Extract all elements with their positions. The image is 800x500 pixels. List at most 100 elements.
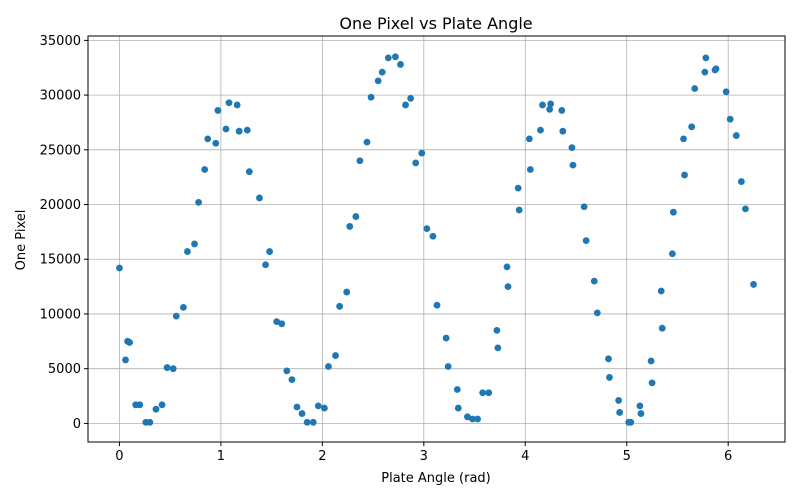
data-point — [558, 107, 566, 114]
data-point — [184, 248, 191, 255]
data-point — [606, 374, 613, 381]
data-point — [537, 126, 544, 134]
data-point — [214, 107, 222, 114]
data-point — [636, 402, 644, 410]
data-point — [256, 194, 263, 202]
y-tick-label: 30000 — [40, 89, 81, 104]
data-point — [293, 403, 301, 411]
data-point — [367, 93, 375, 101]
data-point — [494, 344, 502, 352]
data-point — [303, 418, 311, 426]
data-point — [737, 178, 745, 185]
data-point — [515, 206, 523, 214]
data-point — [627, 418, 635, 426]
data-point — [658, 324, 666, 332]
data-point — [616, 409, 624, 416]
data-point — [266, 248, 274, 255]
data-point — [243, 126, 251, 134]
data-point — [191, 240, 198, 248]
y-tick-label: 35000 — [40, 34, 81, 49]
y-tick-label: 5000 — [48, 362, 81, 377]
data-point — [343, 288, 351, 296]
data-point — [547, 100, 555, 108]
data-point — [225, 99, 233, 107]
data-point — [469, 415, 476, 423]
data-point — [657, 287, 665, 295]
data-point — [336, 302, 344, 310]
data-point — [126, 339, 133, 346]
x-axis-ticks: 0 1 2 3 4 5 6 — [115, 442, 732, 464]
data-point — [429, 232, 437, 240]
data-point — [474, 415, 481, 423]
data-point — [615, 397, 623, 404]
data-point — [680, 135, 687, 143]
data-point — [298, 410, 306, 417]
x-tick-label: 6 — [724, 449, 732, 464]
data-point — [593, 309, 601, 317]
x-tick-label: 4 — [521, 449, 529, 464]
data-point — [605, 355, 612, 363]
data-point — [273, 318, 281, 326]
y-tick-label: 10000 — [40, 307, 81, 322]
data-point — [320, 404, 328, 412]
data-point — [402, 101, 409, 109]
data-point — [433, 301, 441, 309]
grid-lines — [88, 36, 785, 442]
data-point — [309, 418, 317, 426]
data-point — [526, 166, 534, 173]
data-point — [539, 101, 546, 109]
data-point — [702, 54, 710, 62]
data-point — [204, 135, 212, 143]
data-point — [669, 208, 677, 216]
data-point — [726, 115, 734, 123]
data-point — [582, 237, 590, 245]
data-point — [750, 281, 757, 288]
data-point — [179, 303, 187, 311]
data-point — [569, 161, 577, 169]
data-point — [222, 125, 230, 133]
data-point — [712, 65, 720, 73]
data-point — [722, 88, 730, 96]
y-axis-ticks: 0 5000 10000 15000 20000 25000 30000 35000 — [40, 34, 88, 432]
data-point — [464, 413, 471, 421]
x-tick-label: 5 — [623, 449, 631, 464]
data-point — [146, 418, 154, 426]
data-point — [568, 144, 576, 152]
y-axis-label: One Pixel — [14, 210, 29, 271]
x-tick-label: 3 — [420, 449, 428, 464]
data-point — [514, 184, 522, 192]
data-point — [732, 132, 740, 139]
data-point — [116, 264, 123, 272]
data-point — [346, 223, 354, 230]
x-tick-label: 2 — [318, 449, 326, 464]
data-point — [352, 213, 360, 220]
data-point — [681, 171, 688, 179]
data-point — [418, 149, 426, 157]
data-point — [325, 363, 332, 370]
data-point — [559, 127, 567, 135]
data-point — [262, 261, 269, 269]
data-point — [444, 363, 452, 370]
data-point — [397, 61, 404, 68]
data-point — [525, 135, 533, 143]
y-tick-label: 20000 — [40, 198, 81, 213]
data-point — [356, 157, 364, 165]
data-point — [590, 277, 598, 285]
data-point — [245, 168, 253, 176]
data-point — [412, 159, 420, 167]
data-point — [122, 356, 129, 364]
chart-title: One Pixel vs Plate Angle — [339, 14, 532, 33]
data-point — [580, 203, 588, 211]
data-point — [288, 376, 296, 384]
data-point — [637, 410, 645, 417]
data-point — [701, 68, 709, 76]
data-point — [546, 105, 554, 113]
data-points — [116, 53, 757, 426]
y-tick-label: 25000 — [40, 143, 81, 158]
x-axis-label: Plate Angle (rad) — [381, 471, 490, 486]
data-point — [136, 401, 144, 409]
x-tick-label: 0 — [115, 449, 123, 464]
data-point — [212, 139, 220, 147]
plot-frame — [87, 35, 786, 443]
